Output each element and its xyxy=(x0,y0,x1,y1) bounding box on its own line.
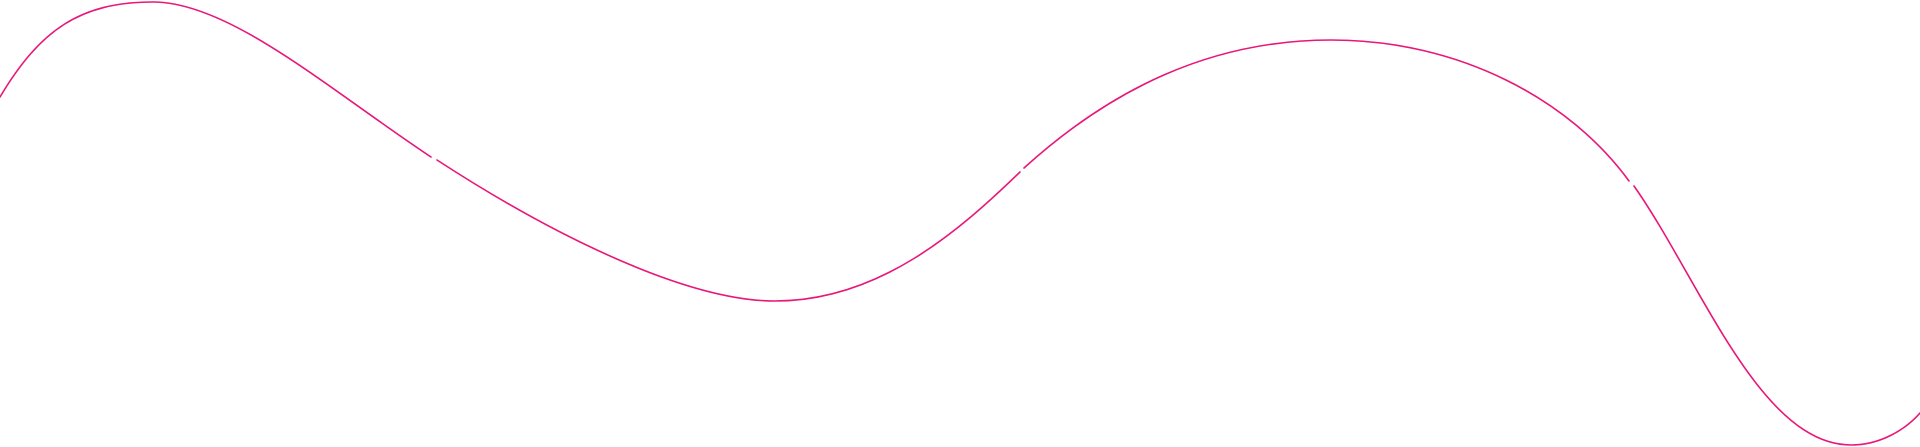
wave-segment-3 xyxy=(1023,39,1630,182)
wave-segment-1 xyxy=(0,1,432,158)
wave-segment-4 xyxy=(1633,185,1920,446)
wave-segment-2 xyxy=(436,159,1021,302)
